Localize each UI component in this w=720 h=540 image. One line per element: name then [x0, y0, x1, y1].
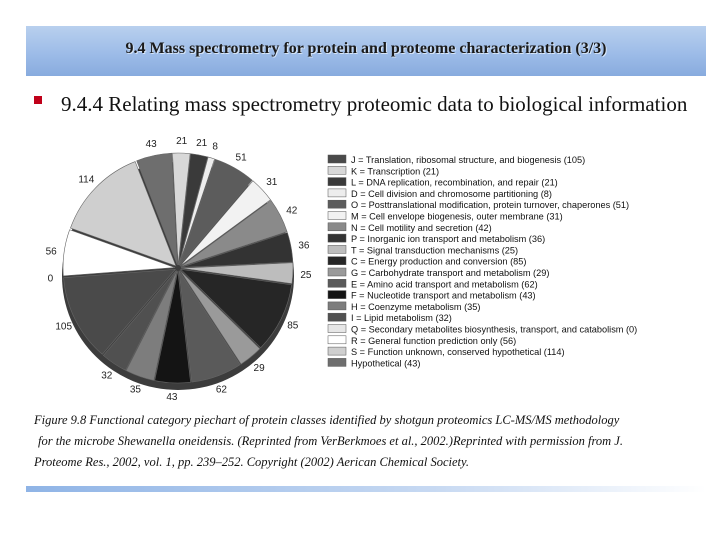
- pie-slice: [102, 270, 177, 371]
- figure-caption: Figure 9.8 Functional category piechart …: [34, 410, 709, 473]
- legend-label: C = Energy production and conversion (85…: [351, 257, 526, 267]
- pie-slice: [63, 268, 177, 355]
- pie-value-label: 25: [300, 270, 312, 281]
- legend-label: R = General function prediction only (56…: [351, 336, 516, 346]
- pie-value-label: 35: [130, 385, 142, 396]
- pie-value-label: 0: [48, 274, 54, 285]
- pie-slice: [179, 158, 253, 266]
- legend-swatch: [327, 312, 347, 322]
- pie-value-label: 105: [55, 322, 72, 333]
- legend-swatch: [327, 358, 347, 367]
- pie-value-label: 8: [212, 142, 218, 153]
- legend-swatch: [327, 324, 347, 333]
- legend-swatch: [327, 222, 347, 232]
- caption-line-3: Proteome Res., 2002, vol. 1, pp. 239–252…: [34, 455, 469, 469]
- legend-swatch: [327, 346, 347, 356]
- legend-swatch: [327, 245, 347, 254]
- pie-value-label: 21: [196, 138, 208, 149]
- legend-swatch: [327, 154, 347, 164]
- legend-swatch: [327, 177, 347, 186]
- pie-value-label: 51: [236, 153, 248, 164]
- pie-slice: [136, 152, 178, 266]
- legend-label: S = Function unknown, conserved hypothet…: [351, 347, 565, 357]
- legend-label: L = DNA replication, recombination, and …: [351, 178, 558, 188]
- legend-swatch: [327, 335, 347, 345]
- pie-value-label: 43: [146, 139, 158, 150]
- legend-swatch: [327, 301, 347, 311]
- legend-swatch: [327, 256, 347, 265]
- chart-legend: J = Translation, ribosomal structure, an…: [327, 154, 637, 368]
- pie-value-labels: 21 21 8 51 31 42 36 25 85 29 62 43 35 32 105 0 56 114 43: [46, 136, 312, 400]
- pie-slice: [178, 156, 215, 266]
- pie-slice: [70, 161, 177, 267]
- square-bullet-icon: [34, 96, 42, 104]
- pie-slice: [179, 180, 271, 267]
- legend-swatch: [327, 199, 347, 209]
- pie-value-label: 32: [101, 370, 113, 381]
- legend-swatch: [327, 188, 347, 198]
- legend-label: Q = Secondary metabolites biosynthesis, …: [351, 325, 637, 335]
- pie-slice: [179, 270, 261, 365]
- pie-value-label: 29: [254, 363, 266, 374]
- legend-label: D = Cell division and chromosome partiti…: [351, 189, 552, 199]
- legend-label: J = Translation, ribosomal structure, an…: [351, 155, 585, 165]
- legend-swatch: [327, 279, 347, 288]
- pie-value-label: 62: [216, 384, 228, 395]
- legend-label: P = Inorganic ion transport and metaboli…: [351, 234, 545, 244]
- bottom-decorative-bar: [26, 486, 706, 492]
- legend-label: E = Amino acid transport and metabolism …: [351, 279, 538, 289]
- pie-value-label: 114: [78, 175, 94, 186]
- legend-label: M = Cell envelope biogenesis, outer memb…: [351, 212, 563, 222]
- pie-chart-figure: 21 21 8 51 31 42 36 25 85 29 62 43 35 32 105 0 56 114 43 J…: [46, 136, 638, 400]
- legend-label: Hypothetical (43): [351, 358, 420, 368]
- legend-label: N = Cell motility and secretion (42): [351, 223, 492, 233]
- caption-line-1: Figure 9.8 Functional category piechart …: [34, 413, 620, 427]
- legend-label: H = Coenzyme metabolism (35): [351, 302, 480, 312]
- legend-label: I = Lipid metabolism (32): [351, 313, 452, 323]
- pie-slice: [180, 200, 288, 267]
- legend-swatch: [327, 166, 347, 175]
- pie-slice: [180, 232, 294, 268]
- bullet-text: 9.4.4 Relating mass spectrometry proteom…: [61, 92, 688, 116]
- legend-swatch: [327, 290, 347, 299]
- pie-value-label: 85: [287, 321, 299, 332]
- legend-label: O = Posttranslational modification, prot…: [351, 200, 629, 210]
- pie-chart: [62, 152, 294, 390]
- pie-slice: [154, 270, 191, 384]
- pie-value-label: 36: [298, 241, 310, 252]
- pie-value-label: 42: [286, 206, 298, 217]
- legend-swatch: [327, 233, 347, 243]
- slide-title: 9.4 Mass spectrometry for protein and pr…: [125, 40, 607, 57]
- pie-slice: [62, 229, 176, 277]
- pie-slice: [172, 152, 191, 266]
- legend-swatch: [327, 267, 347, 277]
- pie-value-label: 43: [166, 392, 178, 400]
- pie-slice: [178, 270, 241, 383]
- pie-slice: [180, 262, 294, 285]
- pie-value-label: 56: [46, 247, 58, 258]
- legend-label: F = Nucleotide transport and metabolism …: [351, 291, 536, 301]
- pie-value-label: 31: [266, 177, 278, 188]
- legend-label: K = Transcription (21): [351, 166, 439, 176]
- pie-slice: [179, 268, 292, 349]
- slide-title-bar: 9.4 Mass spectrometry for protein and pr…: [26, 26, 706, 76]
- caption-line-2: for the microbe Shewanella oneidensis. (…: [38, 434, 623, 448]
- pie-value-label: 21: [176, 136, 188, 147]
- pie-slice: [125, 270, 178, 381]
- legend-label: G = Carbohydrate transport and metabolis…: [351, 268, 549, 278]
- legend-swatch: [327, 211, 347, 220]
- legend-label: T = Signal transduction mechanisms (25): [351, 245, 518, 255]
- pie-slice: [178, 153, 209, 266]
